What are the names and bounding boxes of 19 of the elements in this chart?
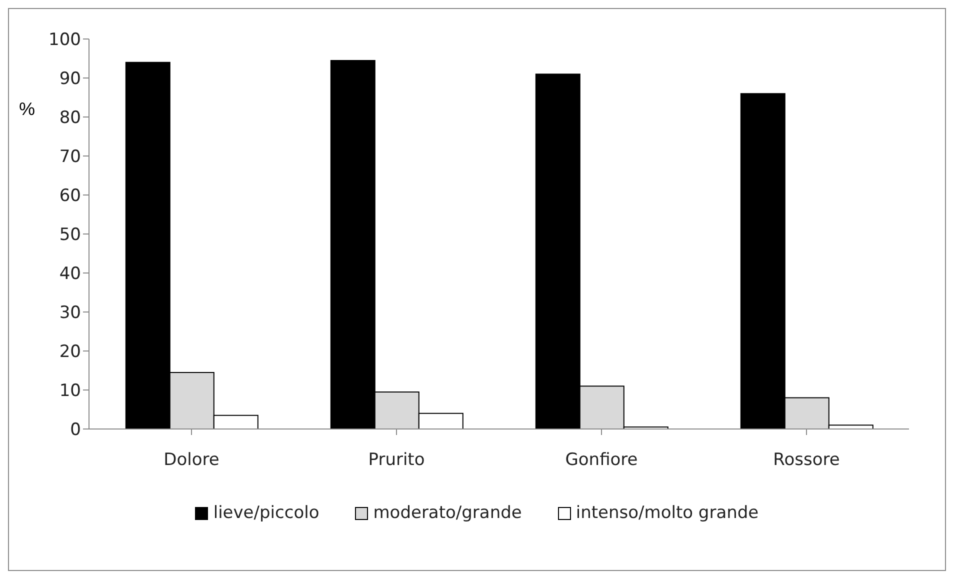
y-tick-label: 60 (59, 186, 81, 206)
x-tick-label: Rossore (773, 450, 840, 470)
y-tick-label: 70 (59, 147, 81, 168)
y-tick-label: 50 (59, 225, 81, 246)
y-axis-title: % (19, 99, 36, 120)
y-tick-label: 10 (59, 381, 81, 402)
y-tick-label: 90 (59, 69, 81, 90)
y-tick-label: 0 (70, 420, 81, 440)
x-tick-label: Prurito (368, 450, 425, 470)
y-tick-label: 40 (59, 264, 81, 284)
legend-label: intenso/molto grande (574, 503, 759, 523)
y-tick-label: 80 (59, 108, 81, 128)
y-tick-label: 100 (48, 30, 81, 50)
y-tick-label: 30 (59, 303, 81, 324)
y-tick-label: 20 (59, 342, 81, 362)
x-tick-label: Dolore (164, 450, 220, 470)
x-tick-label: Gonfiore (565, 450, 638, 470)
legend-label: lieve/piccolo (212, 503, 320, 523)
legend-label: moderato/grande (372, 503, 522, 523)
